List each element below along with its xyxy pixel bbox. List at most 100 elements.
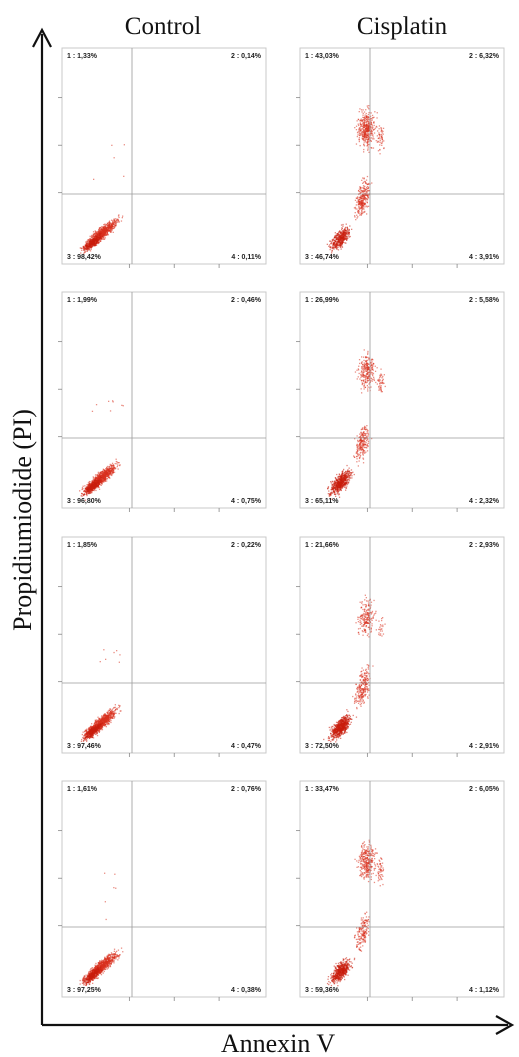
data-point — [365, 118, 368, 120]
data-point — [354, 127, 356, 129]
data-point — [339, 483, 342, 486]
data-point — [361, 111, 363, 113]
data-point — [96, 485, 98, 487]
data-point — [86, 486, 88, 488]
data-point — [363, 431, 365, 434]
data-point — [121, 404, 123, 406]
data-point — [88, 490, 90, 492]
data-point — [93, 239, 95, 241]
data-point — [103, 481, 105, 483]
data-point — [362, 453, 364, 455]
dot-cloud — [327, 349, 386, 500]
data-point — [91, 246, 93, 248]
data-point — [363, 211, 366, 213]
data-point — [80, 252, 82, 254]
data-point — [338, 244, 340, 246]
data-point — [93, 239, 95, 241]
data-point — [85, 488, 87, 491]
data-point — [358, 206, 360, 208]
data-point — [337, 234, 339, 237]
data-point — [359, 108, 361, 110]
data-point — [332, 238, 334, 240]
data-point — [333, 480, 336, 482]
data-point — [340, 477, 342, 479]
data-point — [81, 249, 83, 251]
data-point — [342, 234, 344, 236]
data-point — [358, 129, 360, 131]
data-point — [363, 368, 365, 371]
quadrant-label-q2: 2 : 0,14% — [231, 53, 262, 60]
data-point — [116, 219, 118, 222]
data-point — [358, 457, 361, 460]
data-point — [360, 432, 362, 434]
data-point — [369, 115, 372, 117]
data-point — [339, 237, 341, 239]
data-point — [94, 230, 96, 232]
data-point — [91, 245, 93, 247]
data-point — [362, 193, 364, 196]
data-point — [380, 142, 382, 144]
data-point — [367, 438, 369, 441]
data-point — [361, 375, 363, 377]
data-point — [79, 490, 81, 492]
data-point — [94, 235, 96, 238]
data-point — [381, 144, 383, 146]
data-point — [330, 246, 332, 248]
data-point — [365, 377, 367, 379]
data-point — [339, 235, 341, 238]
data-point — [336, 240, 338, 243]
data-point — [103, 472, 106, 474]
data-point — [366, 120, 368, 123]
data-point — [372, 134, 374, 136]
data-point — [340, 243, 343, 245]
data-point — [372, 372, 374, 374]
data-point — [370, 140, 372, 142]
data-point — [376, 126, 378, 128]
data-point — [339, 475, 341, 477]
data-point — [340, 234, 343, 236]
dot-plot-panel: 1 : 1,85% 2 : 0,22%3 : 97,46% 4 : 0,47% — [58, 536, 267, 757]
data-point — [356, 201, 358, 203]
data-point — [331, 498, 333, 500]
data-point — [84, 490, 87, 493]
data-point — [97, 233, 99, 235]
data-point — [380, 134, 383, 136]
data-point — [88, 238, 91, 240]
data-point — [364, 181, 366, 183]
data-point — [332, 491, 334, 493]
data-point — [360, 188, 362, 190]
data-point — [114, 706, 116, 708]
data-point — [368, 118, 370, 121]
data-point — [92, 484, 94, 486]
data-point — [383, 147, 385, 150]
data-point — [91, 410, 94, 412]
data-point — [370, 140, 372, 142]
data-point — [337, 238, 339, 241]
data-point — [94, 474, 97, 476]
data-point — [359, 186, 361, 189]
data-point — [100, 232, 102, 234]
data-point — [359, 208, 361, 211]
data-point — [363, 438, 365, 440]
data-point — [336, 491, 338, 493]
data-point — [376, 135, 378, 137]
data-point — [382, 130, 384, 133]
data-point — [93, 178, 95, 180]
data-point — [109, 229, 111, 232]
data-point — [380, 385, 382, 387]
data-point — [360, 445, 363, 447]
data-point — [110, 714, 113, 716]
data-point — [98, 731, 100, 733]
data-point — [367, 120, 370, 122]
data-point — [360, 214, 362, 216]
data-point — [362, 443, 365, 446]
data-point — [383, 374, 385, 376]
data-point — [82, 731, 84, 733]
data-point — [102, 238, 104, 240]
data-point — [105, 478, 107, 481]
data-point — [338, 476, 341, 478]
data-point — [334, 235, 336, 237]
data-point — [364, 381, 367, 383]
data-point — [83, 249, 85, 251]
data-point — [103, 224, 105, 226]
